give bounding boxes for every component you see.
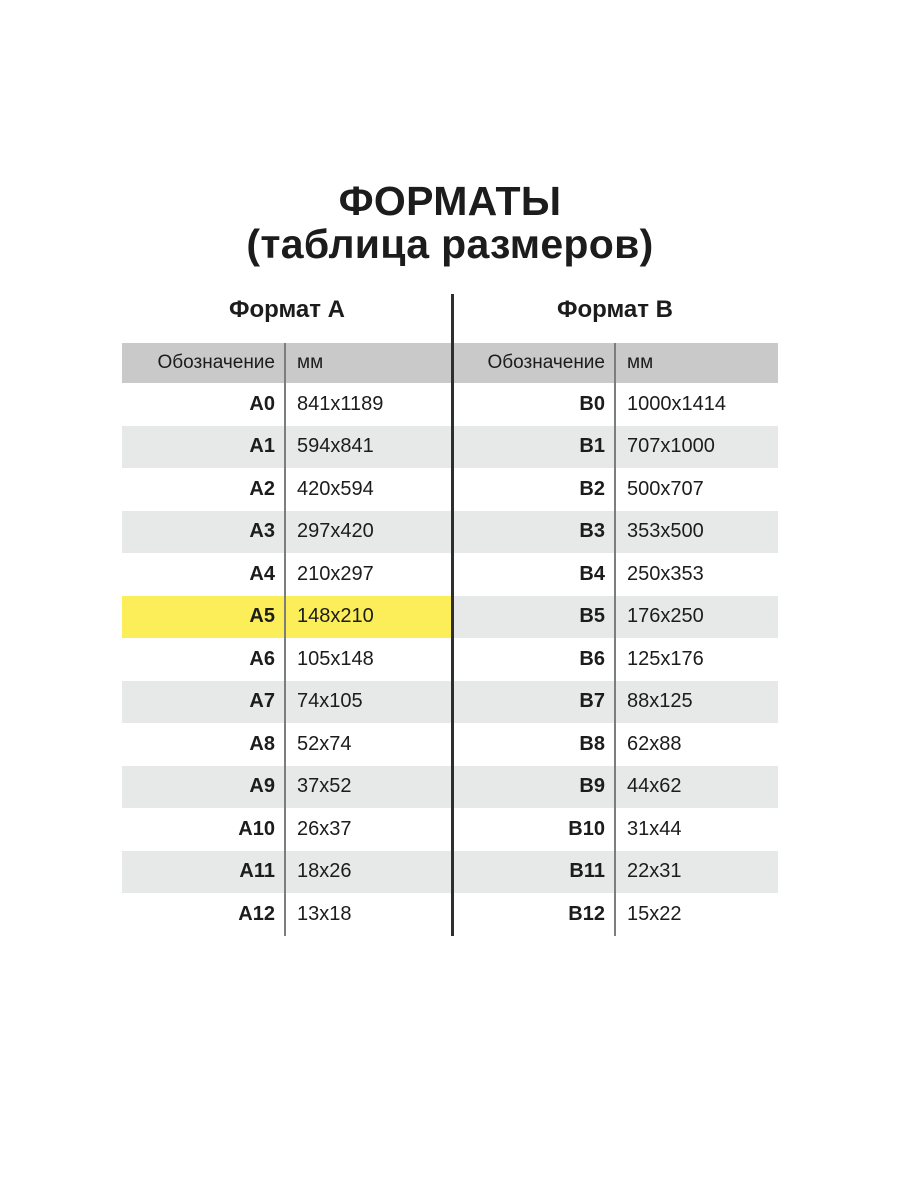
table-row: A10 26x37 B10 31x44 [122, 808, 778, 851]
cell-designation-b: B10 [452, 808, 616, 851]
cell-size-b: 353x500 [616, 510, 778, 553]
cell-designation-a: A2 [122, 468, 286, 511]
cell-designation-a: A7 [122, 680, 286, 723]
table-row: A4 210x297 B4 250x353 [122, 553, 778, 596]
table-header-row: Обозначение мм Обозначение мм [122, 343, 778, 383]
cell-size-a: 26x37 [297, 817, 352, 840]
cell-size-a: 297x420 [286, 510, 452, 553]
cell-designation-b: B6 [452, 638, 616, 681]
cell-designation-a: A4 [122, 553, 286, 596]
cell-size-a: 74x105 [286, 680, 452, 723]
column-header-designation-b: Обозначение [452, 343, 616, 383]
cell-designation-b: B8 [452, 723, 616, 766]
cell-designation-b: B3 [452, 510, 616, 553]
cell-size-b: 500x707 [627, 477, 704, 500]
cell-size-b: 125x176 [627, 647, 704, 670]
column-header-mm-b: мм [627, 352, 654, 373]
cell-designation-a: A9 [122, 765, 286, 808]
table-rows: A0 841x1189 B0 1000x1414 A1 594x841 B1 7… [122, 383, 778, 936]
cell-size-b: 31x44 [627, 817, 682, 840]
section-header-format-b: Формат В [556, 296, 674, 323]
cell-size-b: 707x1000 [616, 425, 778, 468]
cell-designation-b: B11 [452, 850, 616, 893]
table-row: A12 13x18 B12 15x22 [122, 893, 778, 936]
cell-size-b: 176x250 [616, 595, 778, 638]
column-header-mm-a: мм [297, 352, 324, 373]
column-header-designation-a: Обозначение [122, 343, 286, 383]
cell-designation-a: A12 [122, 893, 286, 936]
table-row: A0 841x1189 B0 1000x1414 [122, 383, 778, 426]
cell-designation-a: A1 [122, 425, 286, 468]
table-row: A2 420x594 B2 500x707 [122, 468, 778, 511]
table-row: A7 74x105 B7 88x125 [122, 680, 778, 723]
cell-size-a: 841x1189 [297, 392, 384, 415]
cell-size-b: 44x62 [616, 765, 778, 808]
table-row: A1 594x841 B1 707x1000 [122, 425, 778, 468]
cell-designation-a: A11 [122, 850, 286, 893]
table-row: A5 148x210 B5 176x250 [122, 595, 778, 638]
section-header-format-a: Формат А [228, 296, 346, 323]
cell-size-a: 148x210 [286, 595, 452, 638]
page-title: ФОРМАТЫ (таблица размеров) [0, 180, 900, 266]
title-line-2: (таблица размеров) [246, 221, 654, 267]
cell-size-a: 52x74 [297, 732, 352, 755]
cell-designation-b: B2 [452, 468, 616, 511]
cell-designation-b: B7 [452, 680, 616, 723]
cell-designation-b: B1 [452, 425, 616, 468]
cell-designation-b: B4 [452, 553, 616, 596]
section-headers: Формат А Формат В [122, 296, 778, 324]
cell-designation-a: A6 [122, 638, 286, 681]
format-table: Обозначение мм Обозначение мм A0 841x118… [122, 343, 778, 936]
cell-size-a: 420x594 [297, 477, 374, 500]
table-row: A3 297x420 B3 353x500 [122, 510, 778, 553]
table-row: A11 18x26 B11 22x31 [122, 850, 778, 893]
center-divider-line [451, 294, 454, 936]
cell-designation-a: A8 [122, 723, 286, 766]
cell-size-b: 62x88 [627, 732, 682, 755]
cell-size-b: 15x22 [627, 902, 682, 925]
cell-designation-a: A5 [122, 595, 286, 638]
cell-size-a: 13x18 [297, 902, 352, 925]
cell-designation-a: A10 [122, 808, 286, 851]
cell-size-b: 22x31 [616, 850, 778, 893]
table-row: A9 37x52 B9 44x62 [122, 765, 778, 808]
cell-size-a: 210x297 [297, 562, 374, 585]
cell-size-b: 88x125 [616, 680, 778, 723]
cell-size-a: 37x52 [286, 765, 452, 808]
cell-designation-b: B0 [452, 383, 616, 426]
cell-designation-b: B5 [452, 595, 616, 638]
cell-size-b: 250x353 [627, 562, 704, 585]
cell-size-b: 1000x1414 [627, 392, 726, 415]
cell-designation-b: B12 [452, 893, 616, 936]
cell-designation-a: A0 [122, 383, 286, 426]
cell-size-a: 594x841 [286, 425, 452, 468]
cell-designation-b: B9 [452, 765, 616, 808]
cell-size-a: 18x26 [286, 850, 452, 893]
table-row: A6 105x148 B6 125x176 [122, 638, 778, 681]
cell-size-a: 105x148 [297, 647, 374, 670]
title-line-1: ФОРМАТЫ [338, 178, 562, 224]
table-row: A8 52x74 B8 62x88 [122, 723, 778, 766]
cell-designation-a: A3 [122, 510, 286, 553]
